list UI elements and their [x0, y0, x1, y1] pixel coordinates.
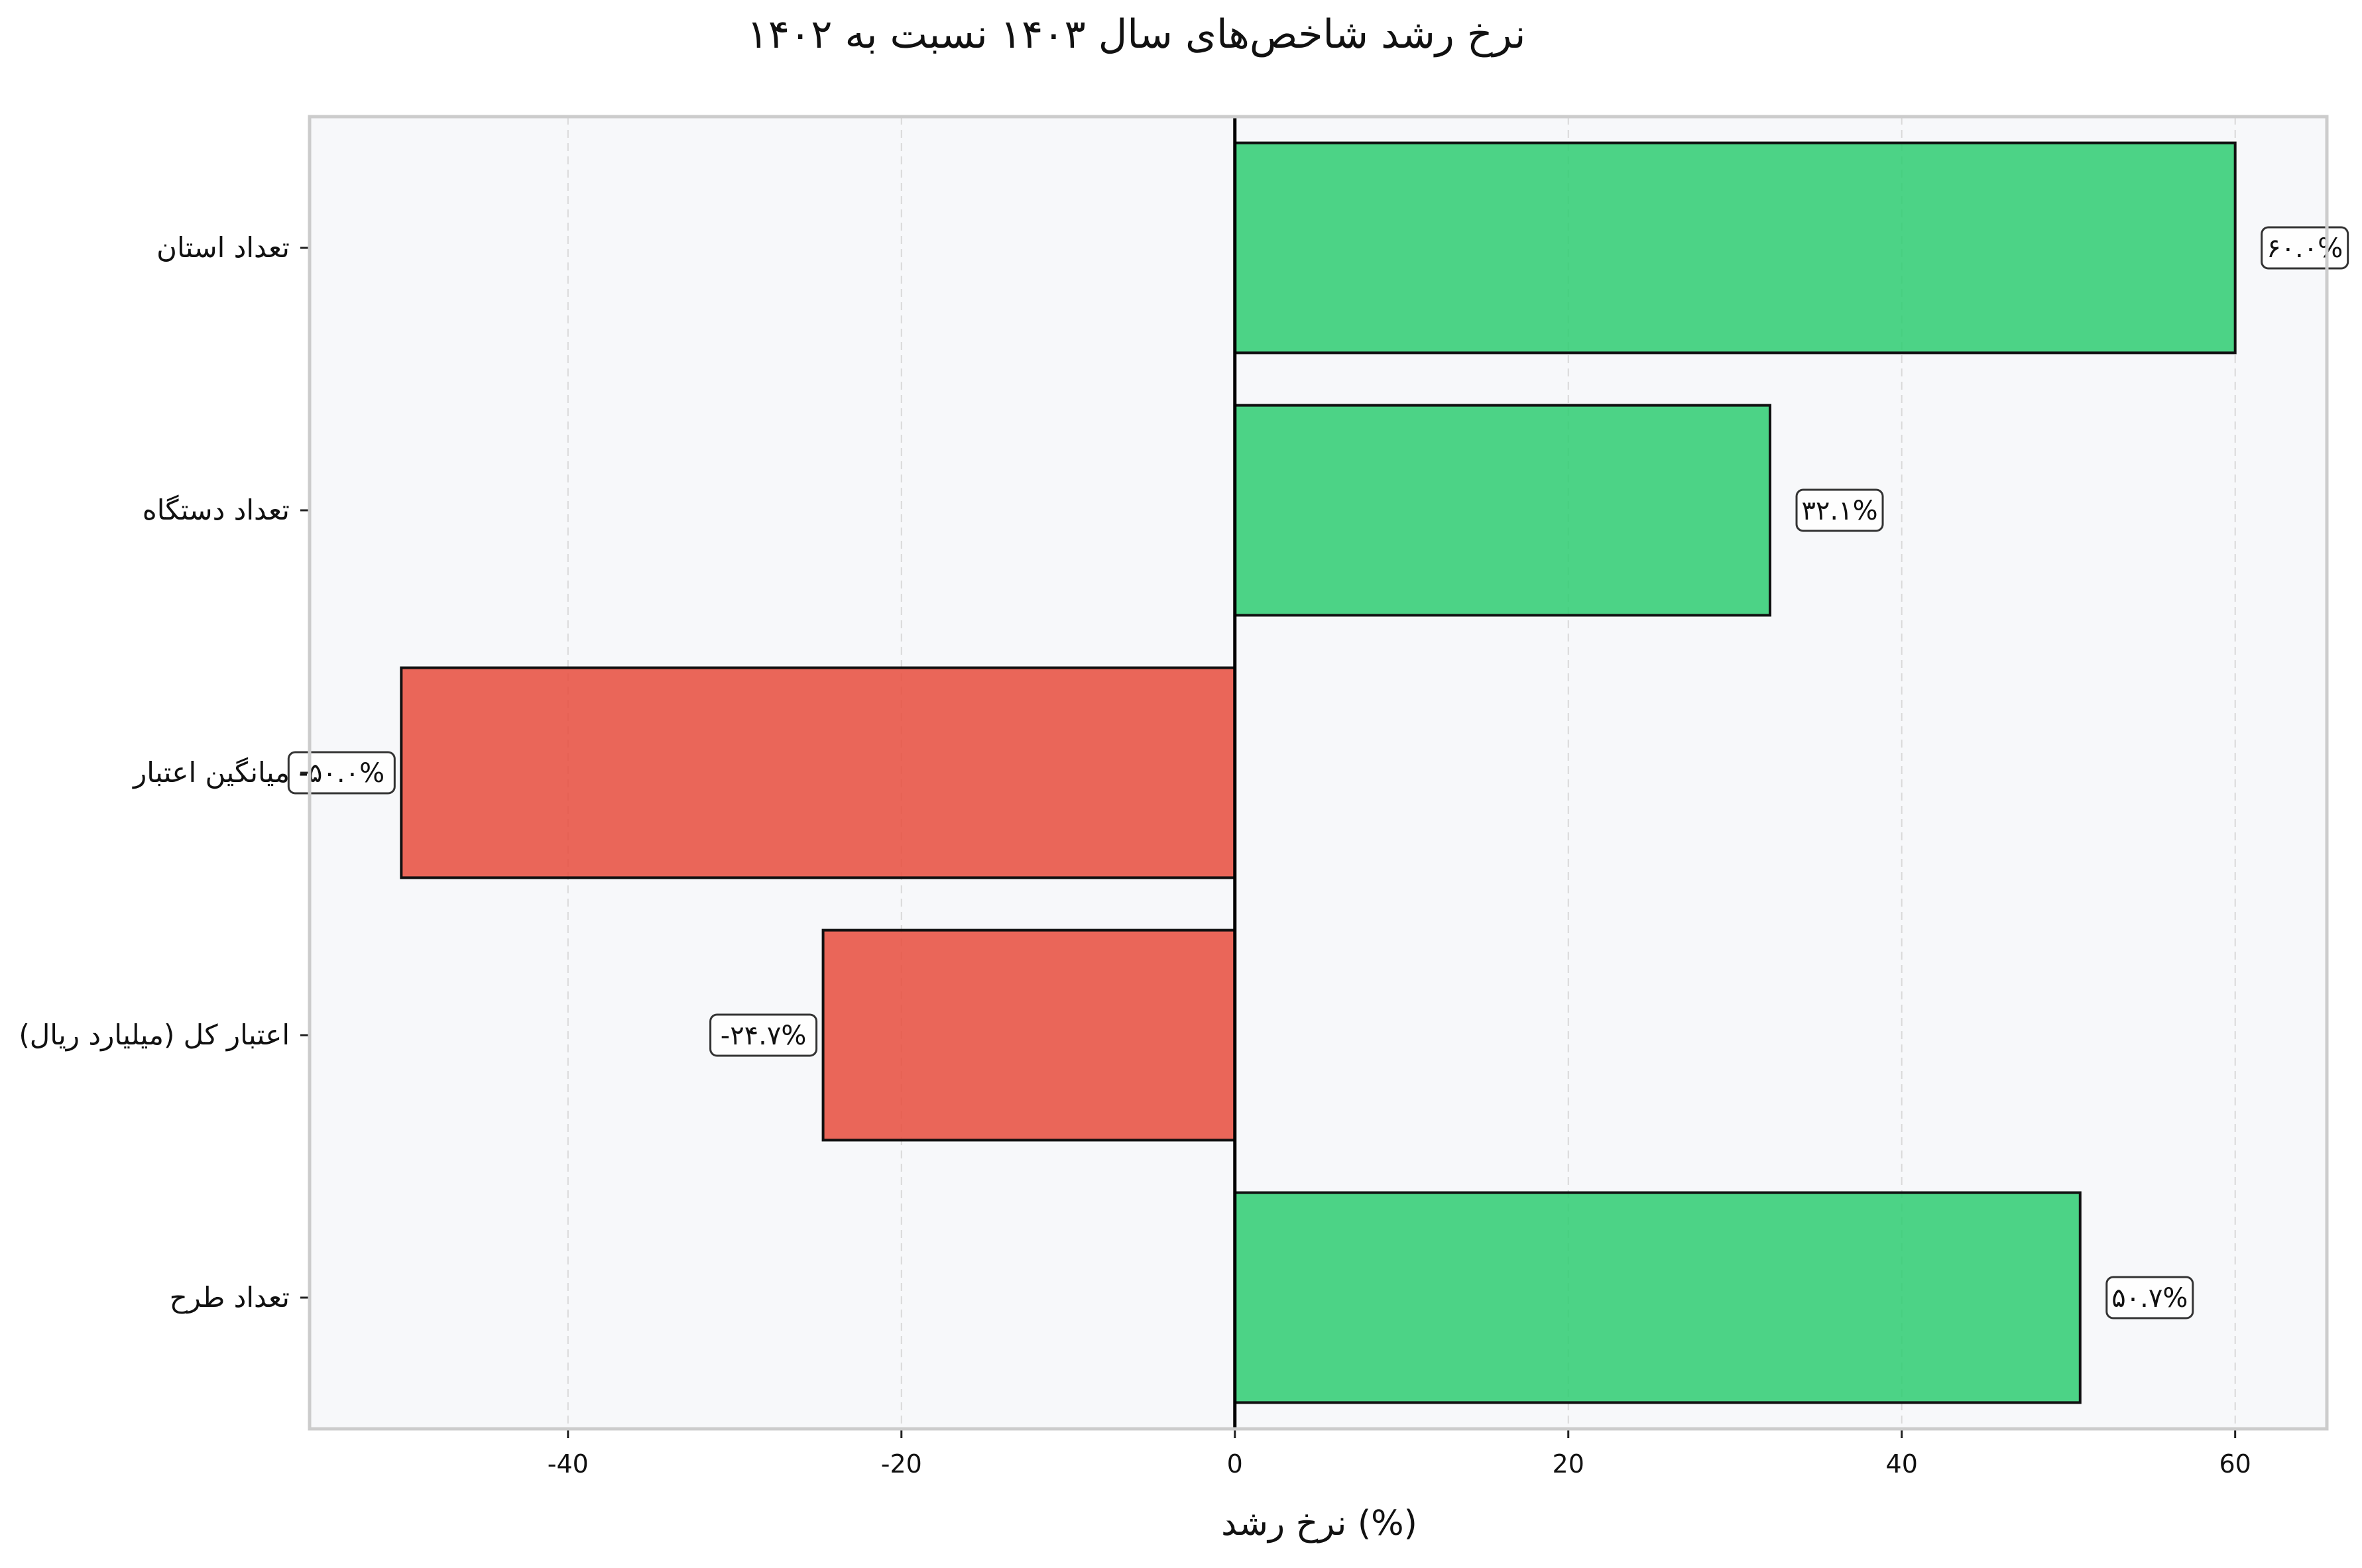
bars: [400, 141, 2237, 1404]
category-label: تعداد دستگاه: [143, 494, 290, 526]
data-label: -۵۰.۰%: [287, 751, 396, 795]
x-tick-label: -20: [881, 1449, 922, 1479]
bar: [1233, 1191, 2082, 1404]
data-label-text: ۳۲.۱%: [1801, 496, 1877, 526]
data-label-box: [287, 751, 396, 795]
data-label-text: ۶۰.۰%: [2267, 233, 2343, 264]
category-label: تعداد استان: [156, 231, 290, 264]
plot-frame: [308, 115, 2329, 1431]
x-tick-label: 20: [1553, 1449, 1584, 1479]
data-label-text: -۵۰.۰%: [299, 758, 385, 789]
data-label-box: [709, 1013, 818, 1057]
data-label-text: -۲۴.۷%: [721, 1021, 807, 1051]
category-label: تعداد طرح: [170, 1281, 290, 1314]
x-axis-ticks: -40 -20 0 20 40 60: [548, 1429, 2251, 1479]
x-tick-label: 40: [1886, 1449, 1918, 1479]
data-label-box: [1795, 488, 1884, 532]
data-label-box: [2105, 1276, 2194, 1319]
bar: [1233, 404, 1772, 617]
data-label-text: ۵۰.۷%: [2111, 1283, 2188, 1314]
x-tick-label: -40: [548, 1449, 589, 1479]
bar: [1233, 141, 2237, 355]
data-label: ۶۰.۰%: [2261, 226, 2349, 270]
data-label: -۲۴.۷%: [709, 1013, 818, 1057]
data-label: ۳۲.۱%: [1795, 488, 1884, 532]
category-label: اعتبار کل (میلیارد ریال): [19, 1019, 290, 1051]
chart-title: نرخ رشد شاخص‌های سال ۱۴۰۳ نسبت به ۱۴۰۲: [747, 11, 1526, 58]
y-axis-ticks: تعداد استان تعداد دستگاه میانگین اعتبار اعت…: [19, 231, 310, 1314]
x-tick-label: 60: [2219, 1449, 2251, 1479]
x-tick-label: 0: [1227, 1449, 1243, 1479]
category-label: میانگین اعتبار: [132, 756, 290, 789]
bar: [821, 928, 1236, 1142]
data-labels: ۶۰.۰% ۳۲.۱% -۵۰.۰% -۲۴.۷% ۵۰.۷%: [287, 226, 2349, 1319]
data-label: ۵۰.۷%: [2105, 1276, 2194, 1319]
x-axis-label: نرخ رشد (%): [1221, 1504, 1417, 1543]
bar: [400, 666, 1236, 879]
